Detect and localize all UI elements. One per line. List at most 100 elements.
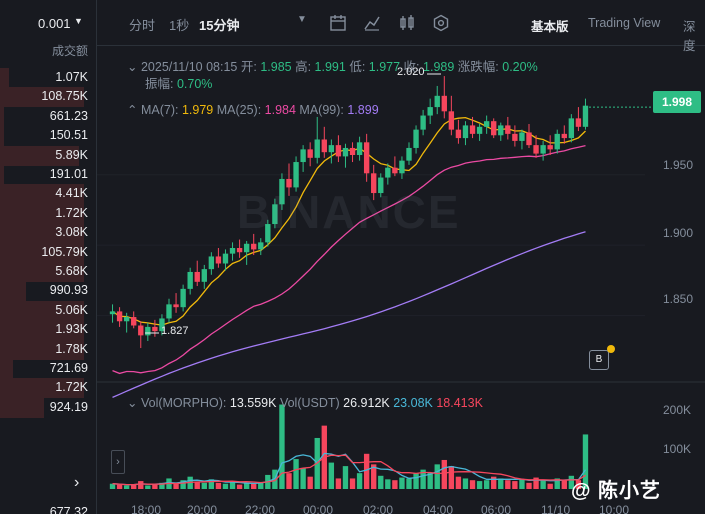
orderbook-row[interactable]: 150.51 — [0, 125, 96, 147]
precision-value[interactable]: 0.001 — [38, 16, 71, 31]
ma99-label: MA(99): — [299, 103, 344, 117]
orderbook-row-value: 108.75K — [41, 89, 88, 104]
volume-bar — [448, 466, 455, 489]
candle-body — [441, 95, 447, 112]
candle-body — [166, 304, 172, 319]
volume-bar — [194, 481, 200, 489]
orderbook-row[interactable]: 1.72K — [0, 377, 96, 399]
orderbook-row[interactable]: 661.23 — [0, 106, 96, 127]
orderbook-row[interactable]: 1.72K — [0, 203, 96, 224]
candlestick-chart[interactable] — [97, 46, 705, 514]
volume-bar — [251, 483, 257, 489]
candle-body — [243, 243, 250, 253]
candle-body — [582, 105, 589, 127]
orderbook-row[interactable]: 924.19 — [0, 397, 96, 418]
chevron-right-icon[interactable]: › — [74, 474, 80, 491]
orderbook-row[interactable]: 105.79K — [0, 242, 96, 263]
candle — [258, 238, 264, 256]
volume-bar — [519, 479, 525, 489]
candle-body — [272, 204, 278, 225]
orderbook-row[interactable]: 108.75K — [0, 86, 96, 108]
orderbook-row[interactable]: 1.93K — [0, 319, 96, 341]
orderbook-row[interactable]: 721.69 — [0, 358, 96, 379]
close-value: 1.989 — [423, 60, 455, 74]
interval-1s[interactable]: 1秒 — [169, 18, 190, 33]
interval-time[interactable]: 分时 — [129, 18, 156, 33]
view-tradingview[interactable]: Trading View — [588, 16, 661, 30]
candle-body — [349, 147, 356, 155]
calendar-icon[interactable] — [329, 14, 347, 32]
chevron-down-icon[interactable]: ⌄ — [127, 60, 138, 74]
candle — [279, 173, 285, 210]
volume-bar — [547, 483, 553, 489]
candle — [201, 264, 207, 289]
vol-ma2-value: 18.413K — [436, 396, 483, 410]
open-label: 开: — [240, 60, 257, 74]
volume-bar — [180, 480, 186, 489]
chevron-up-icon[interactable]: ⌃ — [127, 103, 138, 117]
view-basic[interactable]: 基本版 — [531, 20, 569, 34]
orderbook-row[interactable]: 5.68K — [0, 261, 96, 282]
orderbook-row[interactable]: 4.41K — [0, 183, 96, 205]
amplitude-value: 0.70% — [176, 77, 213, 91]
candle — [434, 85, 440, 115]
candle — [180, 284, 186, 312]
volume-bar — [222, 483, 229, 489]
candle — [159, 314, 165, 336]
indicator-icon[interactable] — [363, 14, 381, 32]
bnb-chain-icon[interactable]: B — [589, 350, 609, 370]
candle — [109, 304, 116, 323]
candle-body — [159, 318, 165, 332]
amplitude-label: 振幅: — [145, 77, 174, 91]
candle — [116, 307, 123, 327]
view-depth[interactable]: 深度 — [683, 20, 696, 53]
volume-bar — [441, 459, 447, 489]
precision-selector[interactable]: 0.001 ▼ — [0, 10, 96, 38]
candle — [194, 260, 200, 287]
low-value: 1.977 — [368, 60, 401, 74]
chevron-up-icon[interactable]: ⌄ — [127, 396, 138, 410]
candle — [293, 156, 299, 192]
vol-morpho-value: 13.559K — [229, 396, 277, 410]
orderbook-row[interactable]: 1.78K — [0, 339, 96, 360]
orderbook-row[interactable]: 191.01 — [0, 164, 96, 185]
candle-body — [406, 147, 412, 161]
candle — [420, 109, 426, 136]
chevron-down-icon[interactable]: ▼ — [297, 14, 307, 25]
orderbook-row[interactable]: 5.89K — [0, 145, 96, 166]
settings-icon[interactable] — [432, 14, 450, 32]
orderbook-row[interactable]: 3.08K — [0, 222, 96, 244]
orderbook-row-value: 924.19 — [49, 399, 88, 414]
orderbook-row[interactable]: 5.06K — [0, 300, 96, 321]
candle — [328, 139, 335, 164]
candle-body — [399, 160, 405, 174]
candle — [307, 142, 313, 167]
interval-15m[interactable]: 15分钟 — [199, 18, 240, 33]
candle — [335, 135, 342, 163]
candle — [483, 115, 490, 134]
candle-body — [554, 133, 560, 150]
candle — [152, 319, 158, 337]
watermark-logo: BINANCE — [237, 186, 461, 238]
candle-body — [109, 311, 116, 315]
volume-bar — [286, 473, 292, 489]
volume-bar — [349, 478, 356, 489]
orderbook-row-value: 105.79K — [41, 244, 88, 259]
candle-body — [173, 304, 179, 308]
candle — [561, 125, 567, 144]
volume-bar — [307, 476, 313, 489]
chevron-down-icon[interactable]: ▼ — [74, 16, 83, 26]
candle — [173, 293, 179, 313]
chevron-right-icon[interactable]: › — [111, 450, 125, 474]
ma-info: ⌃ MA(7): 1.979 MA(25): 1.984 MA(99): 1.8… — [127, 102, 379, 117]
candle-style-icon[interactable] — [398, 14, 416, 32]
orderbook-row[interactable]: 990.93 — [0, 280, 96, 302]
candle — [533, 135, 539, 158]
volume-bar — [371, 464, 377, 489]
candle — [540, 140, 546, 161]
orderbook-row[interactable]: 1.07K — [0, 67, 96, 88]
depth-bar — [0, 359, 14, 379]
candle — [243, 240, 250, 265]
candle-body — [448, 111, 455, 130]
candle-body — [519, 132, 525, 141]
